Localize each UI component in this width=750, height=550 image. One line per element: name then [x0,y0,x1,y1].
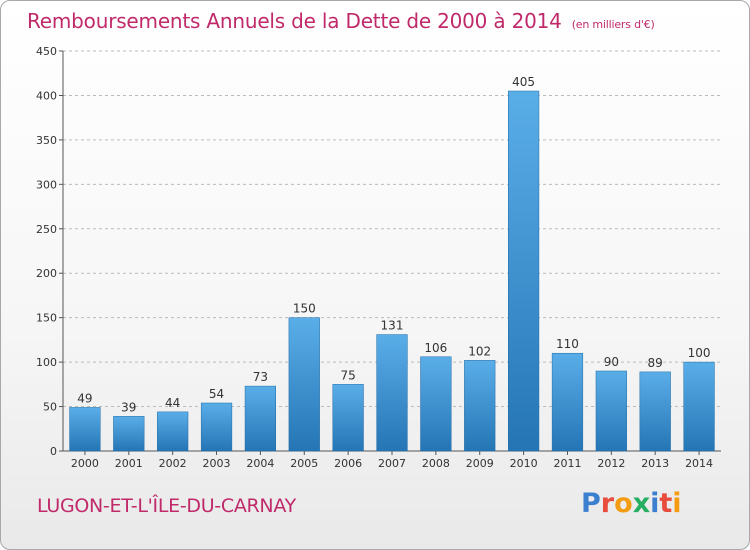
bar-2013 [639,371,671,452]
bar-2000 [69,407,101,452]
y-tick-label: 300 [36,178,57,191]
data-label: 405 [512,75,535,89]
chart-title-text: Remboursements Annuels de la Dette de 20… [27,9,562,33]
bar-2004 [244,385,277,452]
logo-letter: i [650,488,660,519]
x-tick-label: 2013 [641,457,669,470]
logo-letter: t [659,488,673,519]
chart-subtitle: (en milliers d'€) [571,18,655,31]
x-tick-label: 2005 [290,457,318,470]
y-tick-label: 350 [36,134,57,147]
data-label: 106 [424,341,447,355]
logo-letter: P [581,488,601,519]
data-label: 44 [165,396,180,410]
x-tick-label: 2001 [115,457,143,470]
y-tick-label: 450 [36,45,57,58]
bar-2002 [157,411,189,452]
bar-2001 [113,416,145,452]
data-label: 39 [121,400,136,414]
chart-title: Remboursements Annuels de la Dette de 20… [27,9,655,33]
data-label: 89 [648,356,663,370]
bar-2014 [683,361,715,452]
y-tick-label: 200 [36,267,57,280]
x-tick-label: 2004 [246,457,274,470]
logo-letter: x [632,488,651,519]
bar-2010 [507,90,540,452]
bar-2003 [200,402,233,452]
data-labels: 49 39 44 54 73 150 75 131 106 102 405 110 90 89 100 [77,75,710,414]
logo-letter: o [614,488,633,519]
logo-letter: r [600,488,615,519]
y-tick-label: 250 [36,223,57,236]
data-label: 150 [293,302,316,316]
bar-2011 [551,352,584,452]
bar-2005 [288,317,320,452]
bar-2007 [376,334,408,452]
y-tick-label: 50 [43,401,57,414]
data-label: 49 [77,391,92,405]
bars [69,90,715,452]
data-label: 90 [604,355,619,369]
x-tick-label: 2009 [466,457,494,470]
y-tick-label: 100 [36,356,57,369]
x-tick-label: 2011 [553,457,581,470]
bar-2006 [332,384,364,452]
location-name: LUGON-ET-L'ÎLE-DU-CARNAY [37,495,296,517]
x-tick-label: 2007 [378,457,406,470]
tick-labels: 0 50 100 150 200 250 300 350 400 450 2000 2001 2002 2… [36,45,713,470]
bar-chart: 49 39 44 54 73 150 75 131 106 102 405 110 90 89 100 0 5… [36,45,721,470]
data-label: 54 [209,387,224,401]
y-tick-label: 0 [50,445,57,458]
bar-2008 [420,356,452,452]
data-label: 100 [688,346,711,360]
x-tick-label: 2002 [159,457,187,470]
data-label: 131 [381,319,404,333]
x-tick-label: 2014 [685,457,713,470]
bar-2009 [464,360,496,452]
x-tick-label: 2008 [422,457,450,470]
data-label: 102 [468,344,491,358]
logo-letter: i [672,488,682,519]
data-label: 73 [253,370,268,384]
bar-2012 [595,370,627,452]
y-tick-label: 400 [36,89,57,102]
x-tick-label: 2010 [510,457,538,470]
data-label: 110 [556,337,579,351]
data-label: 75 [340,368,355,382]
proxiti-logo: Proxiti [581,488,682,519]
y-tick-label: 150 [36,312,57,325]
x-tick-label: 2006 [334,457,362,470]
x-tick-label: 2000 [71,457,99,470]
x-tick-label: 2003 [203,457,231,470]
x-tick-label: 2012 [597,457,625,470]
